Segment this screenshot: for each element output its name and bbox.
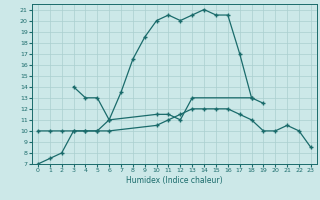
X-axis label: Humidex (Indice chaleur): Humidex (Indice chaleur) [126, 176, 223, 185]
